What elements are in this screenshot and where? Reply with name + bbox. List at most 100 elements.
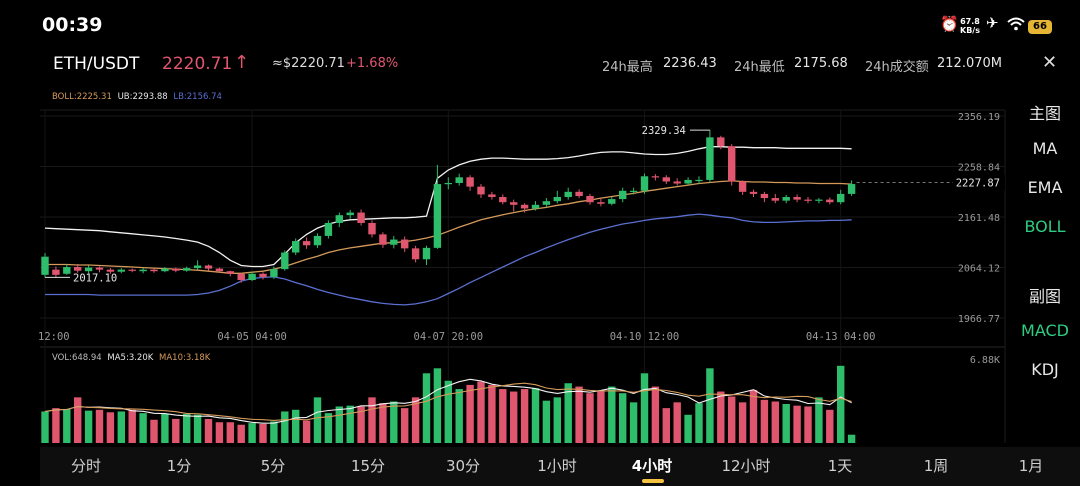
trading-pair[interactable]: ETH/USDT bbox=[53, 54, 140, 74]
boll-ub-legend: UB:2293.88 bbox=[117, 92, 168, 102]
wifi-icon bbox=[1007, 16, 1025, 35]
volume-bar bbox=[782, 403, 790, 443]
timeframe-tab[interactable]: 5分 bbox=[260, 457, 286, 475]
candle-body bbox=[564, 191, 572, 198]
candle-body bbox=[226, 271, 234, 274]
volume-bar bbox=[629, 402, 638, 443]
volume-bar bbox=[161, 413, 169, 443]
volume-bar bbox=[128, 409, 136, 443]
volume-bar bbox=[499, 389, 507, 443]
volume-ma10-line bbox=[44, 382, 852, 421]
boll-legend: BOLL:2225.31 UB:2293.88 LB:2156.74 bbox=[52, 92, 222, 102]
timeframe-tab[interactable]: 1周 bbox=[923, 457, 949, 475]
volume-legend: VOL:648.94 MA5:3.20K MA10:3.18K bbox=[52, 353, 210, 363]
candle-body bbox=[324, 222, 333, 236]
candle-body bbox=[608, 199, 616, 204]
low-24h-value: 2175.68 bbox=[794, 56, 848, 71]
volume-bar bbox=[531, 388, 540, 443]
candle-body bbox=[826, 199, 834, 203]
volume-bar bbox=[292, 409, 300, 443]
volume-bar bbox=[313, 397, 322, 443]
volume-bar bbox=[815, 397, 823, 443]
candle-body bbox=[695, 179, 703, 182]
volume-bar bbox=[651, 386, 660, 443]
timeframe-tab[interactable]: 15分 bbox=[350, 457, 386, 475]
high-24h-value: 2236.43 bbox=[663, 56, 717, 71]
battery-indicator: 66 bbox=[1028, 20, 1052, 34]
volume-bar bbox=[248, 423, 256, 443]
candle-body bbox=[499, 197, 507, 203]
price-axis-label: 1966.77 bbox=[958, 314, 1000, 325]
timeframe-tab-active[interactable]: 4小时 bbox=[631, 457, 673, 475]
volume-bar bbox=[804, 406, 812, 443]
main-chart-title: 主图 bbox=[1028, 104, 1061, 123]
high-marker-label: 2329.34 bbox=[642, 125, 686, 137]
volume-bar bbox=[52, 408, 60, 443]
volume-bar bbox=[847, 434, 856, 443]
candle-body bbox=[183, 268, 191, 271]
volume-bar bbox=[183, 413, 191, 443]
candle-body bbox=[139, 269, 147, 272]
timeframe-tab[interactable]: 30分 bbox=[445, 457, 481, 475]
timeframe-tab[interactable]: 1天 bbox=[827, 457, 853, 475]
time-axis-label: 04-10 12:00 bbox=[610, 331, 680, 343]
candle-body bbox=[106, 269, 115, 272]
candle-body bbox=[248, 273, 256, 281]
candle-body bbox=[477, 186, 485, 195]
candle-body bbox=[455, 177, 463, 184]
candle-body bbox=[651, 176, 660, 178]
high-24h-label: 24h最高 bbox=[602, 60, 653, 75]
timeframe-tab[interactable]: 1月 bbox=[1018, 457, 1044, 475]
volume-bar bbox=[237, 424, 245, 443]
candle-body bbox=[204, 265, 213, 269]
candle-body bbox=[259, 273, 267, 277]
time-axis-label: 12:00 bbox=[38, 331, 70, 343]
volume-bar bbox=[738, 402, 747, 443]
volume-bar bbox=[346, 405, 354, 443]
candlestick-chart[interactable]: 2356.19 2258.84 2161.48 2064.12 1966.77 12:00… bbox=[0, 84, 1010, 446]
volume-bar bbox=[488, 384, 496, 443]
candle-body bbox=[597, 202, 605, 204]
volume-bar bbox=[728, 396, 736, 443]
volume-bar bbox=[259, 423, 267, 443]
indicator-ema[interactable]: EMA bbox=[1027, 178, 1063, 197]
volume-bar bbox=[95, 409, 104, 443]
indicator-macd[interactable]: MACD bbox=[1021, 321, 1069, 340]
volume-24h-value: 212.070M bbox=[937, 56, 1002, 71]
net-speed-value: 67.8 bbox=[960, 17, 980, 26]
volume-bar bbox=[619, 393, 627, 443]
candle-body bbox=[520, 204, 529, 209]
volume-bar bbox=[640, 373, 649, 443]
indicator-ma[interactable]: MA bbox=[1032, 139, 1058, 158]
volume-bar bbox=[106, 412, 115, 443]
candle-body bbox=[74, 267, 82, 271]
boll-lb-legend: LB:2156.74 bbox=[173, 92, 222, 102]
candle-body bbox=[738, 181, 747, 192]
candle-body bbox=[117, 269, 125, 272]
timeframe-tab[interactable]: 1分 bbox=[166, 457, 192, 475]
low-24h-label: 24h最低 bbox=[734, 60, 785, 75]
volume-bar bbox=[324, 413, 333, 443]
volume-axis-max: 6.88K bbox=[970, 355, 1000, 366]
price-axis-label: 2258.84 bbox=[958, 162, 1000, 173]
timeframe-tab[interactable]: 1小时 bbox=[537, 457, 577, 475]
volume-bar bbox=[662, 408, 670, 443]
active-timeframe-indicator bbox=[642, 479, 664, 483]
current-price-tag-bg bbox=[953, 174, 1005, 191]
indicator-kdj[interactable]: KDJ bbox=[1031, 360, 1059, 379]
candle-body bbox=[346, 212, 354, 216]
timeframe-tab[interactable]: 12小时 bbox=[721, 457, 771, 475]
candle-body bbox=[193, 265, 202, 269]
volume-bar bbox=[172, 418, 180, 443]
volume-bar bbox=[717, 391, 725, 443]
close-icon[interactable]: ✕ bbox=[1042, 52, 1058, 73]
volume-bar bbox=[117, 411, 125, 443]
indicator-boll[interactable]: BOLL bbox=[1024, 217, 1066, 236]
candle-body bbox=[684, 179, 692, 184]
candle-body bbox=[586, 195, 594, 203]
timeframe-tab[interactable]: 分时 bbox=[70, 457, 101, 475]
net-speed-unit: KB/s bbox=[960, 26, 980, 35]
volume-bar bbox=[466, 384, 474, 443]
volume-bar bbox=[575, 386, 583, 443]
candle-body bbox=[640, 176, 649, 191]
